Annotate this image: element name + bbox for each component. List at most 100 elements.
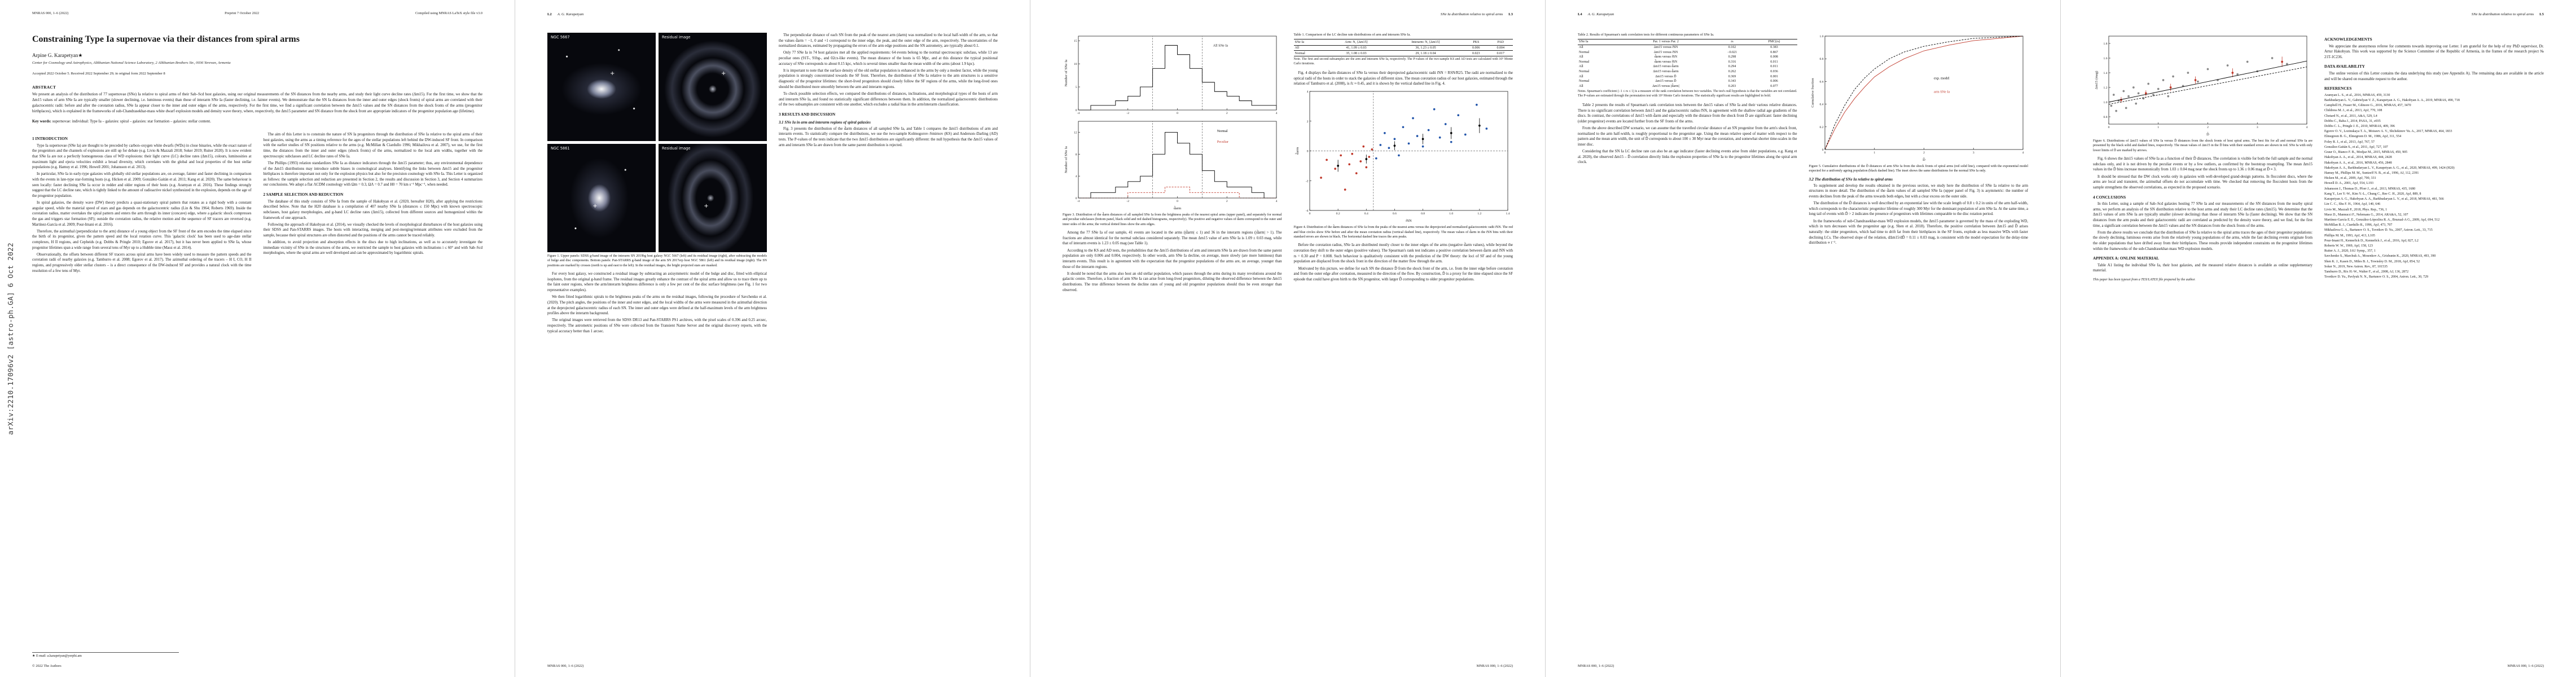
table-2-body: All Δm15 versus r̃SN 0.102 0.383 Normal … [1578, 45, 1797, 89]
svg-text:0: 0 [2108, 126, 2110, 129]
svg-text:1.4: 1.4 [2104, 72, 2108, 75]
running-author: A. G. Karapetyan [1587, 12, 1614, 16]
reference-entry: Hakobyan A. A., Barkhudaryan L. V., Kara… [2324, 166, 2455, 170]
svg-text:0.2: 0.2 [1819, 126, 1823, 129]
table-column-header: PAD [1488, 38, 1513, 46]
residual-image-panel: Residual image + [659, 144, 767, 252]
section-4-heading: 4 CONCLUSIONS [2093, 195, 2126, 200]
page-3: SNe Ia distribution relative to spiral a… [1030, 0, 1546, 677]
table-cell: 0.011 [1770, 65, 1778, 69]
table-column-header: SNe Ia [1578, 38, 1619, 45]
paragraph: In the frameworks of sub-Chandrasekhar-m… [1809, 219, 2029, 245]
page3-col2-post-paragraphs: Before the corotation radius, SNe Ia are… [1294, 243, 1513, 282]
table-cell: All [1579, 55, 1583, 59]
paragraph: Among the 77 SNe Ia of our sample, 41 ev… [1063, 231, 1282, 246]
table-cell: 0.102 [1728, 46, 1736, 50]
paragraph: Considering that the SN Ia LC decline ra… [1578, 150, 1797, 165]
paragraph: Observationally, the offsets between dif… [32, 252, 252, 273]
reference-entry: Martínez-García E. E., González-Lópezlir… [2324, 218, 2440, 222]
table-cell: 0.294 [1728, 65, 1736, 69]
svg-text:0: 0 [1824, 151, 1825, 155]
reference-entry: Dobbs C., Baba J., 2014, PASA, 31, e035 [2324, 119, 2381, 123]
svg-text:-4: -4 [1305, 209, 1308, 213]
svg-text:0.4: 0.4 [1819, 103, 1823, 107]
page-5: SNe Ia distribution relative to spiral a… [2061, 0, 2576, 677]
appendix-text: Table A1 listing the individual SNe Ia, … [2093, 263, 2312, 273]
reference-entry: Roberts W. W., 1969, ApJ, 158, 123 [2324, 244, 2373, 248]
arxiv-stamp: arXiv:2210.17096v2 [astro-ph.GA] 6 Oct 2… [5, 0, 16, 677]
paragraph: It should be stressed that the DW clock … [2093, 174, 2312, 190]
page-number: L4 [1578, 12, 1582, 16]
sn-position-marker: + [593, 203, 598, 210]
table-cell: 0.343 [1728, 80, 1736, 83]
journal-ref: MNRAS 000, 1–6 (2022) [32, 11, 69, 15]
reference-entry: Ruiter A. J., 2020, IAU Symp., 357, 1 [2324, 249, 2376, 253]
reference-entry: Howell D. A., 2001, ApJ, 554, L193 [2324, 182, 2373, 186]
svg-text:2: 2 [1923, 151, 1925, 155]
svg-text:1.4: 1.4 [1506, 212, 1509, 216]
svg-text:0.8: 0.8 [1421, 212, 1425, 216]
paragraph: The original images were retrieved from … [547, 318, 767, 333]
svg-text:Number of SNe Ia: Number of SNe Ia [1064, 59, 1068, 86]
page5-col1-paragraphs: Fig. 6 shows the Δm15 values of SNe Ia a… [2093, 156, 2312, 190]
sn-position-marker: + [704, 203, 709, 210]
paragraph: Before the corotation radius, SNe Ia are… [1293, 243, 1513, 264]
preprint-date: Preprint 7 October 2022 [225, 11, 260, 15]
paper-title: Constraining Type Ia supernovae via thei… [32, 34, 300, 44]
section-3-heading: 3 RESULTS AND DISCUSSION [779, 112, 836, 117]
paragraph: We then fitted logarithmic spirals to th… [547, 295, 767, 316]
reference-entry: Pour-Imani H., Kennefick D., Kennefick J… [2324, 239, 2419, 243]
keywords-text: supernovae: individual: Type Ia – galaxi… [52, 119, 211, 124]
svg-text:0.8: 0.8 [2104, 116, 2108, 119]
reference-entry: Egorov O. V., Lozinskaya T. A., Moiseev … [2324, 130, 2452, 134]
svg-text:D̃: D̃ [2206, 132, 2209, 137]
paragraph: The database of this study consists of S… [263, 199, 483, 220]
table-1-note: Note. The first and second subsamples ar… [1293, 57, 1513, 65]
reference-entry: Foley R. J., et al., 2013, ApJ, 767, 57 [2324, 140, 2375, 144]
table-cell: All [1579, 74, 1583, 78]
table-cell: 41, 1.09 ± 0.03 [1324, 45, 1388, 51]
running-title: SNe Ia distribution relative to spiral a… [2471, 12, 2534, 16]
table-row: Normal d̃arm versus r̃SN 0.316 0.011 [1578, 60, 1797, 65]
table-cell: Δm15 versus d̃arm [1653, 69, 1679, 73]
paragraph: In addition, to avoid projection and abs… [263, 240, 483, 256]
paragraph: Fig. 3 presents the distribution of the … [779, 126, 998, 147]
page-1: MNRAS 000, 1–6 (2022) Preprint 7 October… [0, 0, 515, 677]
reference-entry: Shen K. J., Kasen D., Miles B. J., Towns… [2324, 260, 2420, 263]
paragraph: The distribution of the D̃ distances is … [1809, 201, 2029, 217]
table-row: All 41, 1.09 ± 0.03 36, 1.23 ± 0.05 0.00… [1293, 45, 1513, 51]
svg-text:Δm15 (mag): Δm15 (mag) [2095, 71, 2099, 90]
page5-column-2: ACKNOWLEDGEMENTS We appreciate the anony… [2324, 33, 2544, 285]
figure-4-caption: Figure 4. Distribution of the d̃arm dist… [1293, 226, 1513, 239]
svg-text:1.6: 1.6 [2104, 57, 2108, 60]
table-cell: Δm15 versus d̃arm [1653, 65, 1679, 69]
page4-column-2: 0 1 2 3 4 0 0.2 0.4 0.6 0.8 1.0 D̃ Cumulative fracti… [1809, 33, 2029, 247]
running-head: SNe Ia distribution relative to spiral a… [1063, 12, 1513, 16]
svg-text:4: 4 [1276, 112, 1278, 115]
page-number: L3 [1508, 12, 1513, 16]
running-head: L2 A. G. Karapetyan [547, 12, 998, 16]
table-cell: Normal [1579, 69, 1590, 73]
svg-text:10: 10 [1074, 63, 1077, 66]
svg-text:12: 12 [1074, 131, 1077, 134]
reference-entry: Karapetyan A. G., Hakobyan A. A., Barkhu… [2324, 197, 2444, 201]
figure-5-caption: Figure 5. Cumulative distributions of th… [1809, 165, 2029, 173]
reference-entry: Phillips M. M., 1993, ApJ, 413, L105 [2324, 234, 2376, 238]
paragraph: Table 2 presents the results of Spearman… [1578, 103, 1797, 124]
svg-text:All SNe Ia: All SNe Ia [1213, 43, 1228, 47]
paragraph: For every host galaxy, we constructed a … [547, 272, 767, 293]
paragraph: In this Letter, using a sample of Sab–Sc… [2093, 202, 2312, 228]
paragraph: It should be noted that the arms also ho… [1063, 271, 1282, 292]
page3-col2-paragraphs: Fig. 4 displays the d̃arm distances of S… [1294, 71, 1513, 87]
section-3-2-heading: 3.2 The distribution of SNe Ia relative … [1809, 177, 1893, 182]
reference-entry: Maoz D., Mannucci F., Nelemans G., 2014,… [2324, 213, 2408, 217]
table-cell: 0.036 [1770, 69, 1778, 73]
paragraph: From the above described DW scenario, we… [1578, 126, 1797, 147]
figure-3-upper-histogram: -4 -2 0 2 4 0 5 10 15 Number of SNe Ia All SNe Ia [1063, 33, 1282, 117]
page-number: L2 [547, 12, 552, 16]
table-cell: Normal [1579, 50, 1590, 54]
reference-entry: McMillan R. J., Ciardullo R., 1996, ApJ,… [2324, 223, 2393, 227]
svg-text:4: 4 [1276, 200, 1278, 203]
galaxy-image-panel: NGC 5667 + [547, 33, 656, 141]
